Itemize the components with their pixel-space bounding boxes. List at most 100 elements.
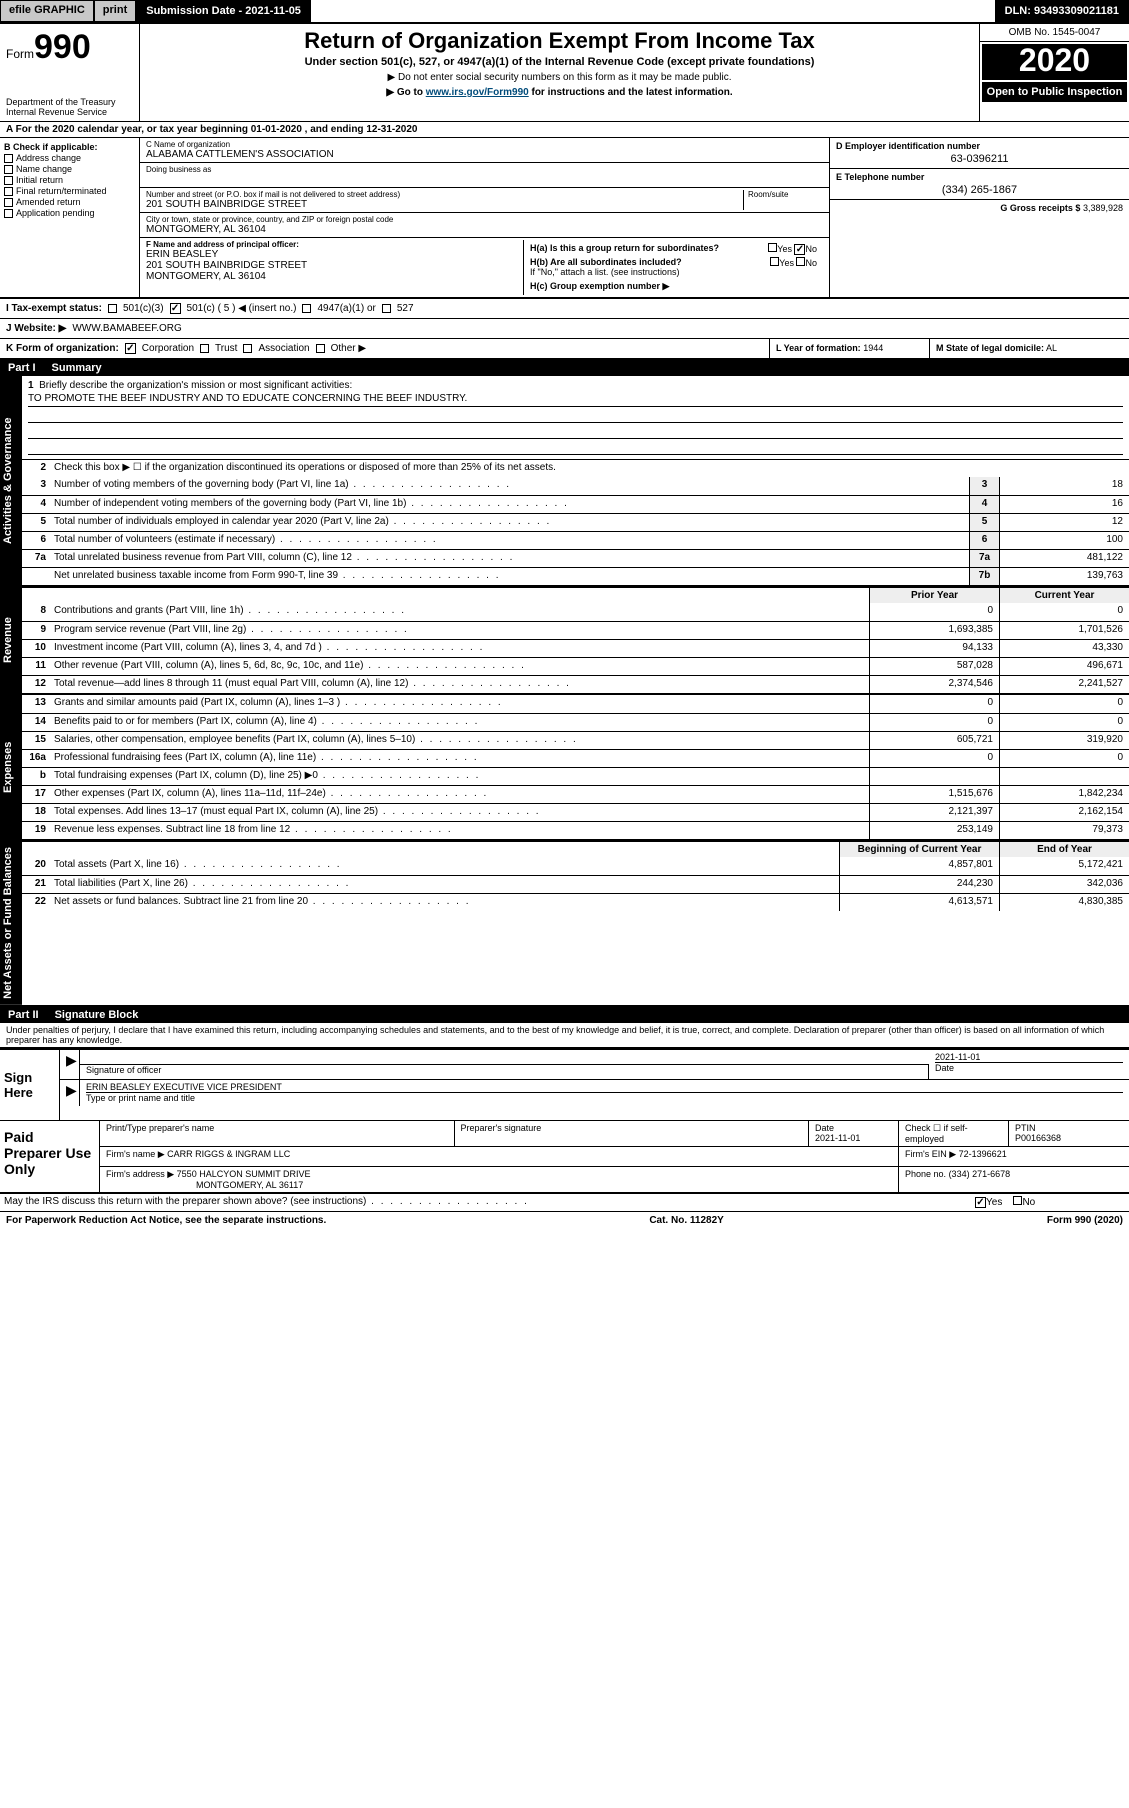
chk-4947[interactable] xyxy=(302,304,311,313)
room-label: Room/suite xyxy=(748,190,823,199)
part2-header: Part II Signature Block xyxy=(0,1007,1129,1023)
current-year-header: Current Year xyxy=(999,588,1129,603)
governance-section: Activities & Governance 1 Briefly descri… xyxy=(0,376,1129,587)
city-label: City or town, state or province, country… xyxy=(146,215,823,224)
year-formation-label: L Year of formation: xyxy=(776,343,861,353)
checkbox-amended[interactable] xyxy=(4,198,13,207)
hc-label: H(c) Group exemption number ▶ xyxy=(530,281,669,291)
officer-name: ERIN BEASLEY xyxy=(146,249,523,260)
checkbox-final[interactable] xyxy=(4,187,13,196)
table-row: 12Total revenue—add lines 8 through 11 (… xyxy=(22,675,1129,693)
chk-assoc[interactable] xyxy=(243,344,252,353)
firm-ein-value: 72-1396621 xyxy=(959,1149,1007,1159)
lbl-501c: 501(c) ( 5 ) ◀ (insert no.) xyxy=(187,303,297,314)
form-word: Form xyxy=(6,47,34,61)
irs-link[interactable]: www.irs.gov/Form990 xyxy=(426,87,529,98)
dba-label: Doing business as xyxy=(146,165,823,174)
footer-left: For Paperwork Reduction Act Notice, see … xyxy=(6,1215,326,1226)
tax-year: 2020 xyxy=(982,44,1127,80)
top-toolbar: efile GRAPHIC print Submission Date - 20… xyxy=(0,0,1129,22)
table-row: 21Total liabilities (Part X, line 26)244… xyxy=(22,875,1129,893)
subtitle-code: Under section 501(c), 527, or 4947(a)(1)… xyxy=(150,56,969,68)
checkbox-app[interactable] xyxy=(4,209,13,218)
chk-trust[interactable] xyxy=(200,344,209,353)
amended-return-label: Amended return xyxy=(16,197,81,207)
table-row: 6Total number of volunteers (estimate if… xyxy=(22,531,1129,549)
declaration-text: Under penalties of perjury, I declare th… xyxy=(0,1023,1129,1048)
arrow-icon-2: ▶ xyxy=(66,1082,77,1098)
officer-addr2: MONTGOMERY, AL 36104 xyxy=(146,271,523,282)
street-value: 201 SOUTH BAINBRIDGE STREET xyxy=(146,199,743,210)
part1-header: Part I Summary xyxy=(0,360,1129,376)
table-row: 14Benefits paid to or for members (Part … xyxy=(22,713,1129,731)
table-row: 16aProfessional fundraising fees (Part I… xyxy=(22,749,1129,767)
hb-yes-label: Yes xyxy=(779,258,794,268)
chk-501c[interactable] xyxy=(170,303,181,314)
efile-button[interactable]: efile GRAPHIC xyxy=(0,0,94,22)
checkbox-name[interactable] xyxy=(4,165,13,174)
chk-501c3[interactable] xyxy=(108,304,117,313)
expenses-section: Expenses 13Grants and similar amounts pa… xyxy=(0,695,1129,841)
initial-return-label: Initial return xyxy=(16,175,63,185)
mission-text: TO PROMOTE THE BEEF INDUSTRY AND TO EDUC… xyxy=(28,393,1123,407)
open-inspection: Open to Public Inspection xyxy=(982,82,1127,102)
table-row: 13Grants and similar amounts paid (Part … xyxy=(22,695,1129,713)
hb-note: If "No," attach a list. (see instruction… xyxy=(530,267,817,277)
state-domicile-label: M State of legal domicile: xyxy=(936,343,1044,353)
chk-527[interactable] xyxy=(382,304,391,313)
part1-label: Part I xyxy=(8,362,36,374)
discuss-yes-checkbox[interactable] xyxy=(975,1197,986,1208)
tab-governance: Activities & Governance xyxy=(0,376,22,585)
discuss-yes-label: Yes xyxy=(986,1197,1002,1208)
lbl-corp: Corporation xyxy=(142,343,194,354)
firm-phone-value: (334) 271-6678 xyxy=(949,1169,1011,1179)
chk-corp[interactable] xyxy=(125,343,136,354)
year-formation-value: 1944 xyxy=(863,343,883,353)
korg-label: K Form of organization: xyxy=(6,343,119,354)
table-row: 19Revenue less expenses. Subtract line 1… xyxy=(22,821,1129,839)
ha-yes-label: Yes xyxy=(777,244,792,254)
website-label: J Website: ▶ xyxy=(6,323,66,334)
checkbox-initial[interactable] xyxy=(4,176,13,185)
gross-label: G Gross receipts $ xyxy=(1000,203,1080,213)
sig-date-label: Date xyxy=(935,1062,1123,1073)
officer-label: F Name and address of principal officer: xyxy=(146,240,523,249)
phone-value: (334) 265-1867 xyxy=(836,184,1123,196)
irs-label: Internal Revenue Service xyxy=(6,107,133,117)
prep-sig-label: Preparer's signature xyxy=(455,1121,810,1146)
goto-prefix: ▶ Go to xyxy=(386,87,425,98)
ha-yes-checkbox[interactable] xyxy=(768,243,777,252)
hb-no-label: No xyxy=(805,258,817,268)
revenue-section: Revenue Prior Year Current Year 8Contrib… xyxy=(0,587,1129,695)
ha-no-checkbox[interactable] xyxy=(794,244,805,255)
period-line: A For the 2020 calendar year, or tax yea… xyxy=(0,121,1129,138)
firm-phone-label: Phone no. xyxy=(905,1169,946,1179)
table-row: 18Total expenses. Add lines 13–17 (must … xyxy=(22,803,1129,821)
dept-treasury: Department of the Treasury xyxy=(6,97,133,107)
chk-other[interactable] xyxy=(316,344,325,353)
table-row: 15Salaries, other compensation, employee… xyxy=(22,731,1129,749)
form-header: Form990 Department of the Treasury Inter… xyxy=(0,22,1129,121)
table-row: 22Net assets or fund balances. Subtract … xyxy=(22,893,1129,911)
checkbox-address[interactable] xyxy=(4,154,13,163)
app-pending-label: Application pending xyxy=(16,208,95,218)
firm-addr-value2: MONTGOMERY, AL 36117 xyxy=(196,1180,892,1190)
addr-change-label: Address change xyxy=(16,153,81,163)
print-button[interactable]: print xyxy=(94,0,136,22)
table-row: bTotal fundraising expenses (Part IX, co… xyxy=(22,767,1129,785)
eoy-header: End of Year xyxy=(999,842,1129,857)
table-row: 20Total assets (Part X, line 16)4,857,80… xyxy=(22,857,1129,875)
prep-date-label: Date xyxy=(815,1123,892,1133)
discuss-question: May the IRS discuss this return with the… xyxy=(0,1194,969,1211)
footer-mid: Cat. No. 11282Y xyxy=(649,1215,723,1226)
preparer-section: Paid Preparer Use Only Print/Type prepar… xyxy=(0,1121,1129,1194)
website-value: WWW.BAMABEEF.ORG xyxy=(72,323,181,334)
sign-section: Sign Here ▶ Signature of officer 2021-11… xyxy=(0,1048,1129,1121)
website-row: J Website: ▶ WWW.BAMABEEF.ORG xyxy=(0,319,1129,339)
part2-title: Signature Block xyxy=(55,1009,139,1021)
firm-addr-value: 7550 HALCYON SUMMIT DRIVE xyxy=(177,1169,311,1179)
footer-right: Form 990 (2020) xyxy=(1047,1215,1123,1226)
goto-suffix: for instructions and the latest informat… xyxy=(529,87,733,98)
hb-yes-checkbox[interactable] xyxy=(770,257,779,266)
l2-desc: Check this box ▶ ☐ if the organization d… xyxy=(50,460,1129,477)
